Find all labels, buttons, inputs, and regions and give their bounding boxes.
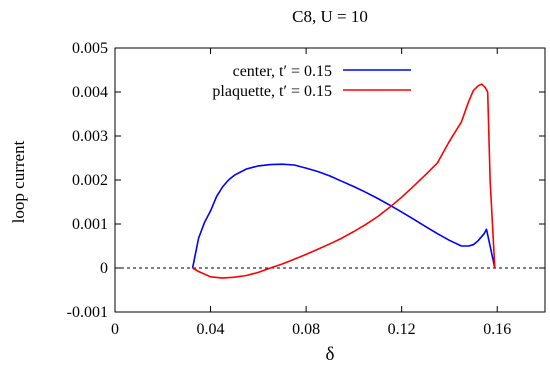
- y-axis-label: loop current: [9, 140, 28, 223]
- y-tick-label: -0.001: [67, 304, 108, 321]
- y-tick-label: 0.003: [72, 128, 108, 145]
- legend-label: center, t′ = 0.15: [233, 63, 332, 80]
- y-tick-label: 0.005: [72, 40, 108, 57]
- x-tick-label: 0: [111, 321, 119, 338]
- y-tick-label: 0.002: [72, 172, 108, 189]
- x-tick-label: 0.16: [483, 321, 511, 338]
- y-tick-label: 0.004: [72, 84, 108, 101]
- y-tick-label: 0: [100, 260, 108, 277]
- series-line-center: [191, 163, 496, 269]
- legend: center, t′ = 0.15 plaquette, t′ = 0.15: [212, 63, 411, 100]
- chart-title: C8, U = 10: [292, 7, 368, 26]
- tick-group: 0 0.04 0.08 0.12 0.16-0.00100.0010.0020.0030…: [67, 40, 545, 338]
- legend-label: plaquette, t′ = 0.15: [212, 83, 332, 100]
- series-group: [191, 83, 496, 279]
- x-axis-label: δ: [326, 344, 335, 365]
- x-tick-label: 0.12: [388, 321, 416, 338]
- x-tick-label: 0.04: [197, 321, 225, 338]
- series-line-plaquette: [192, 83, 496, 279]
- x-tick-label: 0.08: [292, 321, 320, 338]
- y-tick-label: 0.001: [72, 216, 108, 233]
